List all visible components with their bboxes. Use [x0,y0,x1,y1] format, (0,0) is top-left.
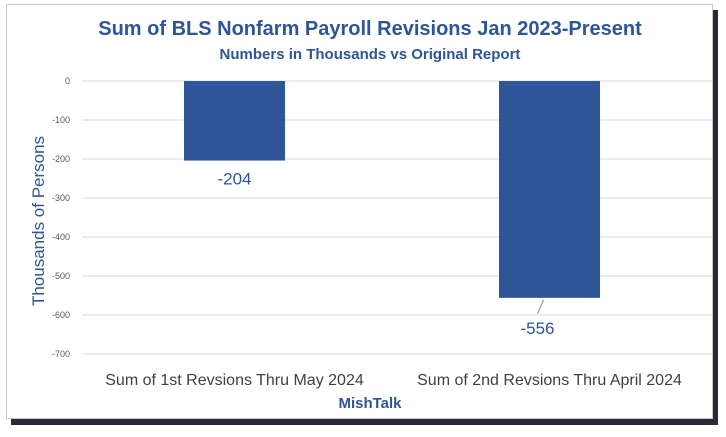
y-tick-label: -700 [52,349,70,359]
y-tick-label: -600 [52,310,70,320]
y-tick-label: -200 [52,154,70,164]
y-tick-label: -400 [52,232,70,242]
data-label-leader [537,299,544,315]
bars: -204 -556 [184,81,600,338]
y-tick-label: 0 [65,76,70,86]
x-category-label: Sum of 2nd Revsions Thru April 2024 [417,372,682,389]
gridlines [82,80,712,355]
chart-frame: Sum of BLS Nonfarm Payroll Revisions Jan… [6,4,713,419]
chart-subtitle: Numbers in Thousands vs Original Report [220,46,521,63]
y-tick-label: -500 [52,271,70,281]
y-tick-label: -300 [52,193,70,203]
y-tick-label: -100 [52,115,70,125]
bar [184,81,285,161]
bar [499,81,600,298]
chart-title: Sum of BLS Nonfarm Payroll Revisions Jan… [98,18,642,40]
data-label: -204 [217,170,251,189]
data-label: -556 [520,319,554,338]
y-axis-ticks: 0 -100 -200 -300 -400 -500 -600 -700 [52,76,70,359]
x-category-label: Sum of 1st Revsions Thru May 2024 [105,372,364,389]
x-axis-categories: Sum of 1st Revsions Thru May 2024 Sum of … [105,372,682,389]
x-axis-label: MishTalk [338,395,402,412]
bar-chart: Sum of BLS Nonfarm Payroll Revisions Jan… [29,18,712,412]
y-axis-label: Thousands of Persons [29,136,48,306]
